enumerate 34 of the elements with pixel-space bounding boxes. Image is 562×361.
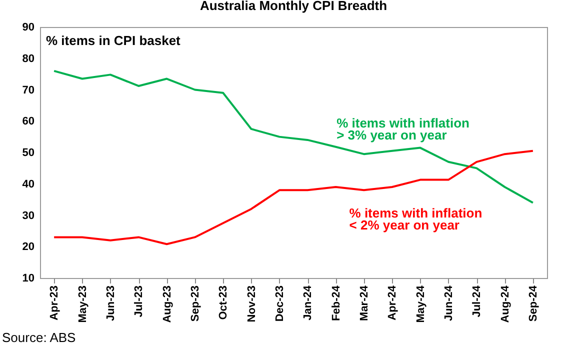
x-tick-label: Oct-23 bbox=[218, 286, 230, 320]
x-tick-label: Jul-23 bbox=[133, 286, 146, 318]
x-tick-label: Sep-23 bbox=[189, 286, 202, 322]
y-tick-label: 20 bbox=[22, 241, 34, 254]
x-tick-label: Sep-24 bbox=[527, 284, 540, 322]
y-tick-label: 80 bbox=[22, 52, 34, 65]
x-tick-label: Jun-24 bbox=[442, 284, 455, 321]
x-tick-label: Feb-24 bbox=[330, 284, 342, 321]
x-tick-label: Jul-24 bbox=[471, 284, 484, 318]
y-tick-label: 30 bbox=[22, 210, 34, 222]
line-series bbox=[53, 150, 534, 246]
x-tick-label: Aug-23 bbox=[161, 286, 174, 323]
x-tick-label: May-24 bbox=[414, 284, 427, 323]
x-tick-label: Jun-23 bbox=[104, 286, 117, 321]
x-tick-label: Apr-24 bbox=[386, 284, 399, 320]
y-tick-label: 60 bbox=[22, 116, 34, 128]
chart-title: Australia Monthly CPI Breadth bbox=[200, 0, 388, 13]
series-label: % items with inflation < 2% year on year bbox=[349, 206, 482, 233]
y-tick-label: 40 bbox=[22, 178, 34, 190]
x-tick-label: Aug-24 bbox=[499, 284, 512, 323]
y-tick-label: 90 bbox=[22, 22, 34, 34]
series-label: % items with inflation > 3% year on year bbox=[336, 115, 470, 142]
source-note: Source: ABS bbox=[2, 330, 76, 345]
x-tick-label: Mar-24 bbox=[358, 284, 370, 321]
x-tick-label: Dec-23 bbox=[274, 286, 286, 322]
y-tick-label: 70 bbox=[22, 84, 34, 96]
y-tick-label: 10 bbox=[22, 272, 34, 284]
x-tick-label: Apr-23 bbox=[48, 286, 61, 320]
y-axis-title: % items in CPI basket bbox=[46, 33, 182, 48]
x-tick-label: Nov-23 bbox=[246, 286, 258, 322]
x-tick-label: May-23 bbox=[76, 286, 89, 323]
x-tick-label: Jan-24 bbox=[302, 284, 314, 320]
line-series bbox=[53, 70, 534, 204]
y-tick-label: 50 bbox=[22, 147, 34, 159]
